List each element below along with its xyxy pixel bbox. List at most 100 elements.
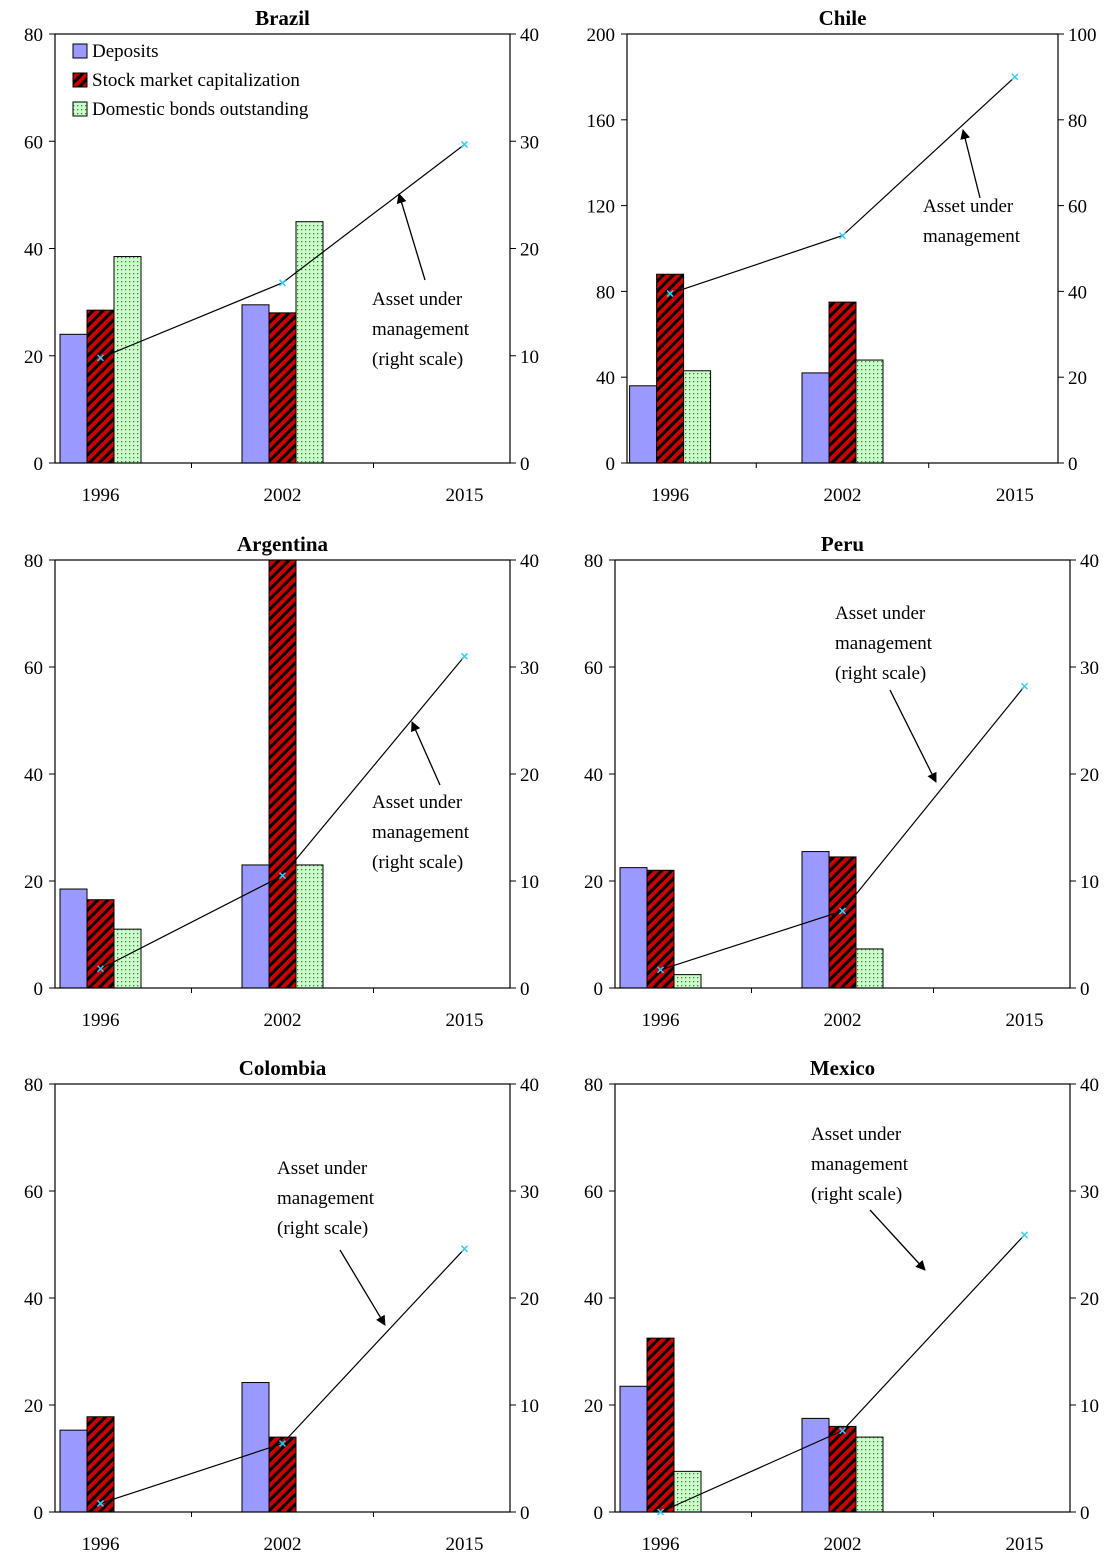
annotation-line: Asset under [277,1158,368,1179]
x-tick-label: 2002 [824,485,862,506]
aum-point [460,1245,469,1253]
x-tick-label: 2015 [446,1534,484,1555]
bar [855,948,884,989]
x-tick-label: 1996 [82,1534,120,1555]
bar [646,869,675,989]
x-tick-label: 2015 [446,1010,484,1031]
left-tick-label: 80 [584,551,603,572]
bar [656,273,685,464]
right-tick-label: 30 [1080,658,1099,679]
bar [828,856,857,989]
left-tick-label: 160 [587,111,616,132]
chart-title: Peru [821,532,864,556]
bar [673,1470,702,1513]
bar [268,312,297,464]
left-tick-label: 20 [584,872,603,893]
left-tick-label: 40 [24,1289,43,1310]
aum-point [1011,73,1019,81]
x-tick-label: 2015 [1006,1534,1044,1555]
right-tick-label: 30 [520,1182,539,1203]
bar [629,385,658,464]
bar [683,370,712,464]
right-tick-label: 0 [520,1503,530,1524]
annotation-text: Asset under management [923,196,1021,247]
chart-panel-brazil: Brazil 0 20 40 60 80 0 10 20 30 40 1996 2002 2015 Asse… [24,6,539,506]
bar [59,888,88,989]
left-tick-label: 0 [594,979,604,1000]
annotation-line: Asset under [372,289,463,310]
aum-point [278,872,287,880]
chart-panel-colombia: Colombia 0 20 40 60 80 0 10 20 30 40 1996 2002 2015 As… [24,1056,539,1555]
x-tick-label: 2002 [824,1534,862,1555]
bar [86,309,115,464]
right-tick-label: 80 [1068,111,1087,132]
left-tick-label: 0 [34,454,44,475]
aum-point [656,966,665,974]
bar [619,867,648,989]
right-tick-label: 40 [1068,282,1087,303]
right-tick-label: 20 [1080,765,1099,786]
annotation-arrow [869,1209,926,1271]
annotation-line: management [835,633,933,654]
annotation-line: Asset under [923,196,1014,217]
legend-label: Deposits [92,41,159,62]
bar [241,1382,270,1513]
bar [828,1425,857,1513]
right-tick-label: 30 [1080,1182,1099,1203]
aum-point [278,1439,287,1448]
left-tick-label: 40 [24,240,43,261]
x-tick-label: 2002 [824,1010,862,1031]
annotation-line: (right scale) [811,1184,902,1205]
left-tick-label: 0 [606,454,616,475]
legend-label: Stock market capitalization [92,70,300,91]
chart-panel-mexico: Mexico 0 20 40 60 80 0 10 20 30 40 1996 2002 2015 Asse… [584,1056,1099,1555]
right-tick-label: 0 [1080,979,1090,1000]
right-tick-label: 0 [520,454,530,475]
annotation-arrow [960,129,981,199]
annotation-line: (right scale) [835,663,926,684]
bar [855,1436,884,1513]
aum-point [96,965,105,973]
aum-point [460,140,469,148]
x-tick-label: 1996 [82,485,120,506]
plot-frame [626,33,1059,464]
right-tick-label: 30 [520,132,539,153]
right-tick-label: 0 [520,979,530,1000]
chart-title: Mexico [810,1056,875,1080]
bar [113,256,142,464]
aum-point [278,279,287,287]
bar [268,559,297,989]
left-tick-label: 20 [24,872,43,893]
left-tick-label: 60 [24,1182,43,1203]
bar [241,864,270,989]
bar [59,333,88,464]
annotation-arrow [411,721,441,786]
aum-line [669,76,1016,295]
right-tick-label: 0 [1080,1503,1090,1524]
annotation-line: (right scale) [277,1218,368,1239]
left-tick-label: 40 [596,368,615,389]
annotation-line: (right scale) [372,349,463,370]
left-tick-label: 0 [594,1503,604,1524]
left-tick-label: 0 [34,1503,44,1524]
left-tick-label: 80 [24,1075,43,1096]
right-tick-label: 10 [1080,872,1099,893]
x-tick-label: 2002 [264,1010,302,1031]
annotation-arrow [396,193,426,281]
right-tick-label: 10 [520,872,539,893]
right-tick-label: 40 [520,1075,539,1096]
bar [295,221,324,464]
annotation-arrow [889,689,937,783]
left-tick-label: 80 [584,1075,603,1096]
aum-point [96,1499,105,1507]
right-tick-label: 40 [520,551,539,572]
annotation-line: management [372,319,470,340]
left-tick-label: 40 [24,765,43,786]
left-tick-label: 60 [584,1182,603,1203]
right-tick-label: 20 [520,240,539,261]
right-tick-label: 10 [520,347,539,368]
aum-point [666,290,674,298]
right-tick-label: 40 [520,25,539,46]
left-tick-label: 200 [587,25,616,46]
bar [828,301,857,464]
